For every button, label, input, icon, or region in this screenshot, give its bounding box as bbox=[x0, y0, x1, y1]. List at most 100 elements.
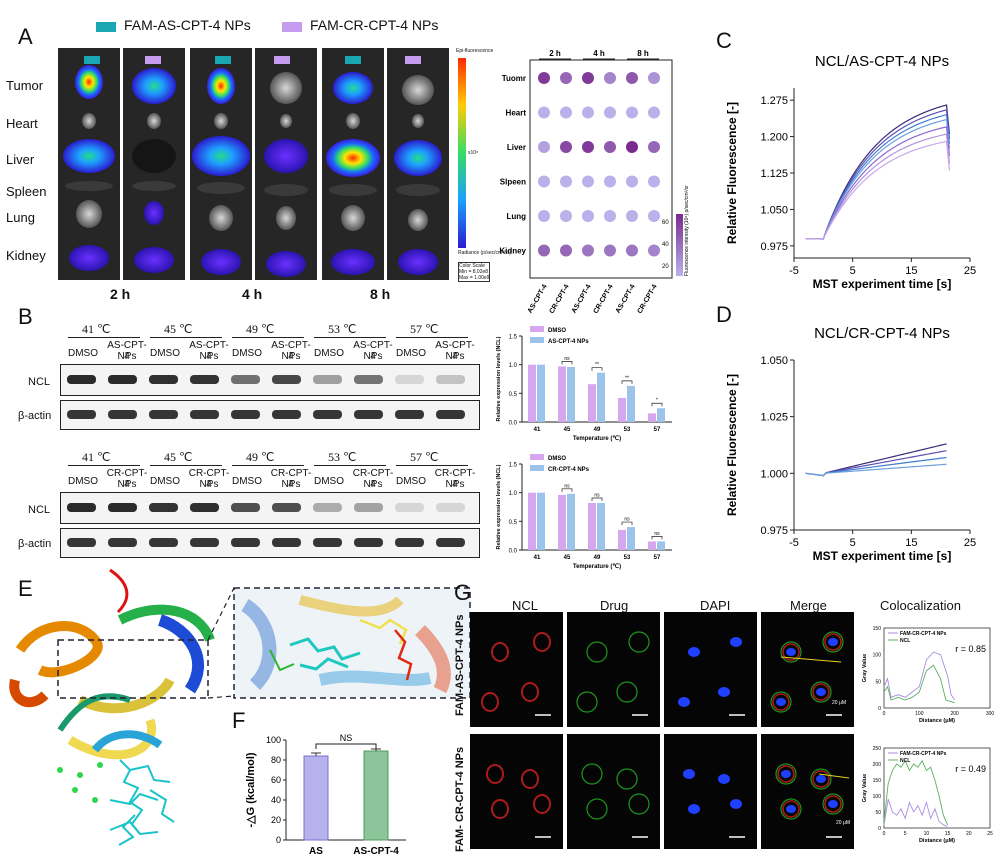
micro-dapi-0-3 bbox=[730, 637, 742, 647]
g-top-legend-label-1: NCL bbox=[900, 638, 910, 644]
blot-top-temp-line-3 bbox=[314, 337, 386, 338]
c-ytick-label-1: 1.050 bbox=[760, 204, 788, 216]
colorbar-box: Color Scale Min = 8.02e8 Max = 1.00e9 bbox=[458, 262, 490, 282]
micro-merge-b-1-3 bbox=[828, 800, 838, 808]
d-title: NCL/CR-CPT-4 NPs bbox=[814, 325, 950, 342]
b-top-legend-label-0: DMSO bbox=[548, 328, 566, 334]
dot-3-5 bbox=[648, 175, 660, 188]
blot-top-bactin-band-2 bbox=[149, 410, 178, 419]
blot-top-lane-7: AS-CPT-4 bbox=[353, 340, 393, 362]
micro-drug-0-1 bbox=[616, 681, 638, 703]
blot-top-lane-1: AS-CPT-4 bbox=[107, 340, 147, 362]
dot-row-label-0: Tuomr bbox=[502, 74, 526, 83]
dot-2-0 bbox=[538, 141, 550, 153]
c-series-4 bbox=[805, 126, 951, 240]
b-top-xtick-4: 57 bbox=[654, 427, 661, 433]
blot-top-temp-3: 53 ℃ bbox=[328, 322, 357, 336]
legend-swatch-cr bbox=[282, 22, 302, 32]
blot-bottom-bactin-band-9 bbox=[436, 538, 465, 547]
blot-bottom-temp-line-1 bbox=[150, 465, 222, 466]
d-ytick-label-0: 0.975 bbox=[760, 525, 788, 537]
b-top-bar-0-3 bbox=[618, 397, 626, 422]
blot-top-lane-5-b: NPs bbox=[281, 351, 301, 362]
b-bottom-bar-0-0 bbox=[528, 492, 536, 550]
d-ytick-label-3: 1.050 bbox=[760, 355, 788, 367]
blot-bottom-row-bactin: β-actin bbox=[18, 538, 52, 550]
c-xtick-label-0: -5 bbox=[789, 265, 799, 277]
scale-label-bottom: 20 μM bbox=[836, 820, 850, 826]
dot-5-0 bbox=[538, 244, 550, 257]
d-xtick-label-2: 15 bbox=[905, 537, 917, 549]
c-ytick-label-2: 1.125 bbox=[760, 168, 788, 180]
dot-plot-frame bbox=[529, 59, 673, 279]
g-top-series-ncl bbox=[883, 664, 955, 704]
dot-2-1 bbox=[560, 141, 572, 153]
bar-chart-b-top: 0.0 0.5 1.0 1.5 Relative expression levels (… bbox=[496, 326, 672, 442]
time-label-2h: 2 h bbox=[110, 286, 131, 302]
dot-0-3 bbox=[604, 72, 616, 84]
blot-bottom-ncl-band-0 bbox=[67, 503, 96, 512]
g-bottom-annotation: r = 0.49 bbox=[955, 764, 986, 774]
b-bottom-sigbracket-1 bbox=[561, 488, 573, 492]
d-xtick-label-3: 25 bbox=[964, 537, 976, 549]
g-top-xtick-label-0: 0 bbox=[883, 711, 886, 717]
micro-merge-b-0-3 bbox=[828, 638, 838, 646]
coloc-chart-top: 0 50 100 150 0 100 200 300 Distance (μM) Gray Val… bbox=[862, 626, 994, 724]
dot-header-2: 8 h bbox=[637, 49, 649, 58]
col-header-merge: Merge bbox=[790, 598, 827, 613]
micro-merge-b-0-2 bbox=[776, 698, 786, 706]
micro-merge-b-1-1 bbox=[816, 775, 826, 783]
time-label-4h: 4 h bbox=[242, 286, 263, 302]
b-bottom-ytick-label-2: 1.0 bbox=[509, 491, 518, 497]
d-series-2 bbox=[805, 456, 947, 477]
b-top-ylabel: Relative expression levels (NCL) bbox=[496, 336, 502, 421]
col-swatch-as-4h bbox=[215, 56, 231, 64]
blot-bottom-temp-4: 57 ℃ bbox=[410, 450, 439, 464]
blot-bottom-temp-2: 49 ℃ bbox=[246, 450, 275, 464]
blot-top-bactin-band-4 bbox=[231, 410, 260, 419]
blot-bottom-temp-3: 53 ℃ bbox=[328, 450, 357, 464]
blot-bottom-ncl-band-7 bbox=[354, 503, 383, 512]
b-top-sigbracket-1 bbox=[561, 361, 573, 365]
dot-col-label-1: CR-CPT-4 bbox=[549, 283, 571, 315]
b-bottom-bar-0-4 bbox=[648, 541, 656, 550]
blot-bottom-temp-line-2 bbox=[232, 465, 304, 466]
micro-drug-1-0 bbox=[581, 763, 603, 785]
dot-4-4 bbox=[626, 210, 638, 222]
micro-merge-b-1-2 bbox=[786, 805, 796, 813]
protein-structure bbox=[9, 568, 471, 846]
b-bottom-sigbracket-4 bbox=[651, 536, 663, 540]
blot-bottom-temp-0: 41 ℃ bbox=[82, 450, 111, 464]
c-ytick-label-0: 0.975 bbox=[760, 241, 788, 253]
b-bottom-legend-swatch-1 bbox=[530, 465, 544, 471]
coloc-chart-bottom: 0 50 100 150 200 250 0 5 10 15 20 25 Distance (μM) Gr… bbox=[862, 746, 993, 844]
micro-merge-b-1-0 bbox=[781, 770, 791, 778]
dot-2-5 bbox=[648, 141, 660, 153]
micro-dapi-1-1 bbox=[718, 774, 730, 784]
b-top-xtick-0: 41 bbox=[534, 427, 541, 433]
dot-scale-tick-1: 40 bbox=[662, 242, 669, 248]
legend-label-cr: FAM-CR-CPT-4 NPs bbox=[310, 17, 439, 33]
b-bottom-bar-1-1 bbox=[567, 493, 575, 550]
blot-top-ncl-band-3 bbox=[190, 375, 219, 384]
f-xtick-1: AS-CPT-4 bbox=[353, 846, 399, 857]
blot-top-temp-4: 57 ℃ bbox=[410, 322, 439, 336]
d-series-3 bbox=[805, 463, 947, 477]
g-top-ytick-label-0: 0 bbox=[878, 706, 881, 712]
g-bottom-ytick-label-5: 250 bbox=[873, 746, 882, 752]
blot-bottom-lane-6: DMSO bbox=[314, 476, 344, 487]
micro-cell-1-3 bbox=[761, 734, 854, 849]
micro-ncl-0-2 bbox=[481, 692, 499, 712]
b-bottom-bar-0-1 bbox=[558, 494, 566, 550]
blot-top-lane-7-b: NPs bbox=[363, 351, 383, 362]
radiance-colorbar bbox=[458, 58, 466, 248]
micro-ncl-1-2 bbox=[491, 799, 509, 819]
b-bottom-xtick-0: 41 bbox=[534, 555, 541, 561]
b-bottom-bar-1-0 bbox=[537, 492, 545, 550]
g-bottom-xtick-label-1: 5 bbox=[904, 831, 907, 837]
d-ytick-label-2: 1.025 bbox=[760, 412, 788, 424]
micro-cell-1-1 bbox=[567, 734, 660, 849]
dot-3-1 bbox=[560, 175, 572, 188]
blot-bottom-ncl-band-3 bbox=[190, 503, 219, 512]
blot-top-ncl-band-9 bbox=[436, 375, 465, 384]
